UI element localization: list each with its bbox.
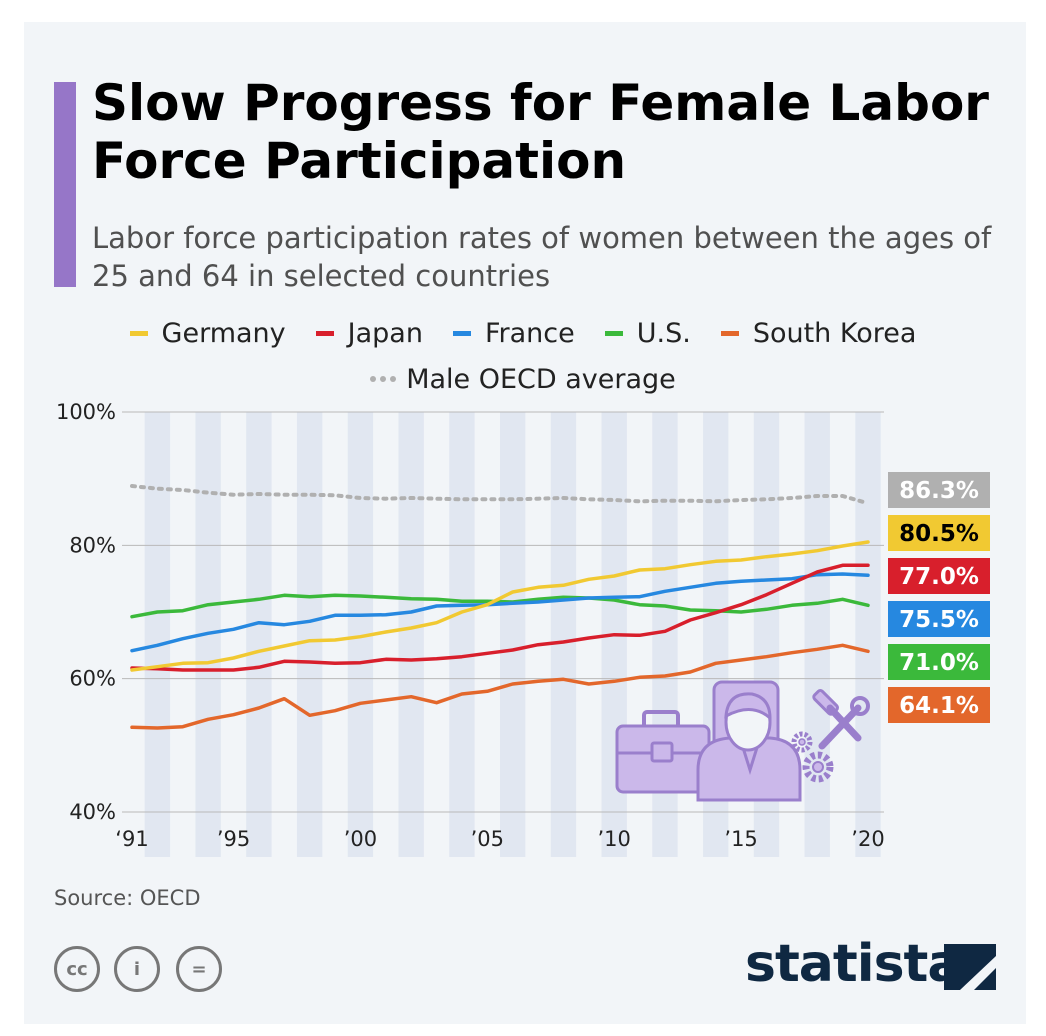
gear-icon xyxy=(791,731,834,783)
series-line-japan xyxy=(130,563,870,672)
series-line-south-korea xyxy=(130,643,870,730)
no-derivatives-icon-label: = xyxy=(191,958,207,980)
legend-swatch-france xyxy=(452,330,471,336)
legend-item-south-korea: South Korea xyxy=(720,317,917,349)
legend-label-us: U.S. xyxy=(636,317,691,349)
year-band xyxy=(144,412,171,857)
chart-title: Slow Progress for Female Labor Force Par… xyxy=(92,74,989,190)
legend: Germany Japan France U.S. South Korea xyxy=(0,314,1046,352)
end-label-value: 77.0% xyxy=(899,564,979,590)
year-band xyxy=(550,412,577,857)
legend-item-japan: Japan xyxy=(315,317,423,349)
title-accent-bar xyxy=(54,82,76,287)
legend-item-male-oecd: Male OECD average xyxy=(370,364,676,395)
end-label-male-oecd: 86.3% xyxy=(888,472,990,508)
legend-item-us: U.S. xyxy=(604,317,691,349)
legend-label-male-oecd: Male OECD average xyxy=(406,363,676,395)
end-label-france: 75.5% xyxy=(888,601,990,637)
legend-label-japan: Japan xyxy=(347,317,423,349)
end-label-value: 80.5% xyxy=(899,521,979,547)
legend-swatch-japan xyxy=(315,330,334,336)
y-tick-label: 40% xyxy=(69,800,116,824)
legend-item-germany: Germany xyxy=(129,317,286,349)
year-band xyxy=(246,412,272,857)
year-band xyxy=(449,412,475,857)
end-label-value: 71.0% xyxy=(899,650,979,676)
series-lines xyxy=(130,484,870,730)
end-label-box xyxy=(888,601,990,637)
end-label-japan: 77.0% xyxy=(888,558,990,594)
end-label-us: 71.0% xyxy=(888,644,990,680)
legend-item-france: France xyxy=(452,317,575,349)
x-tick-label: ’20 xyxy=(851,827,884,851)
series-line-male-oecd xyxy=(130,484,870,506)
x-tick-label: ’00 xyxy=(344,827,377,851)
legend-swatch-germany xyxy=(129,330,148,336)
worker-illustration xyxy=(615,680,870,802)
x-tick-label: ‘91 xyxy=(115,827,148,851)
y-tick-label: 80% xyxy=(69,533,116,557)
source-note: Source: OECD xyxy=(54,886,201,910)
end-label-box xyxy=(888,515,990,551)
end-labels: 86.3% 80.5% 77.0% 75.5% 71.0% 64.1% xyxy=(888,472,990,723)
tools-icon xyxy=(812,689,870,750)
series-line-us xyxy=(130,593,870,619)
end-label-value: 64.1% xyxy=(899,693,979,719)
legend-label-south-korea: South Korea xyxy=(752,317,917,349)
x-tick-label: ’15 xyxy=(724,827,757,851)
year-band xyxy=(855,412,881,857)
y-tick-label: 60% xyxy=(69,667,116,691)
series-line-germany xyxy=(130,540,870,672)
end-label-box xyxy=(888,644,990,680)
legend-swatch-male-oecd xyxy=(370,376,397,382)
y-axis-ticks: 40% 60% 80% 100% xyxy=(56,400,116,824)
legend-label-france: France xyxy=(484,317,575,349)
end-label-value: 75.5% xyxy=(899,607,979,633)
year-band xyxy=(398,412,424,857)
end-label-box xyxy=(888,558,990,594)
legend-label-germany: Germany xyxy=(161,317,286,349)
year-band xyxy=(804,412,830,857)
end-label-box xyxy=(888,687,990,723)
attribution-icon-label: i xyxy=(133,958,141,980)
x-tick-label: ’10 xyxy=(598,827,631,851)
cc-license-icon[interactable]: cc xyxy=(54,946,100,992)
x-tick-label: ’95 xyxy=(217,827,250,851)
end-label-value: 86.3% xyxy=(899,478,979,504)
end-label-box xyxy=(888,472,990,508)
year-band xyxy=(296,412,323,857)
x-tick-label: ’05 xyxy=(471,827,504,851)
end-label-south-korea: 64.1% xyxy=(888,687,990,723)
y-tick-label: 100% xyxy=(56,400,116,424)
series-line-france xyxy=(130,572,870,653)
year-band xyxy=(500,412,526,857)
statista-logo[interactable]: statista xyxy=(745,934,962,994)
end-label-germany: 80.5% xyxy=(888,515,990,551)
x-axis-ticks: ‘91 ’95 ’00 ’05 ’10 ’15 ’20 xyxy=(115,827,884,851)
gridlines xyxy=(122,411,884,813)
legend-swatch-south-korea xyxy=(720,330,739,336)
legend-swatch-us xyxy=(604,330,623,336)
cc-attribution-icon[interactable]: i xyxy=(114,946,160,992)
cc-no-derivatives-icon[interactable]: = xyxy=(176,946,222,992)
legend-secondary: Male OECD average xyxy=(0,360,1046,398)
statista-logo-mark-icon xyxy=(944,944,996,990)
cc-icon-label: cc xyxy=(66,958,88,980)
woman-worker-icon xyxy=(696,680,802,802)
chart-subtitle: Labor force participation rates of women… xyxy=(92,221,992,293)
